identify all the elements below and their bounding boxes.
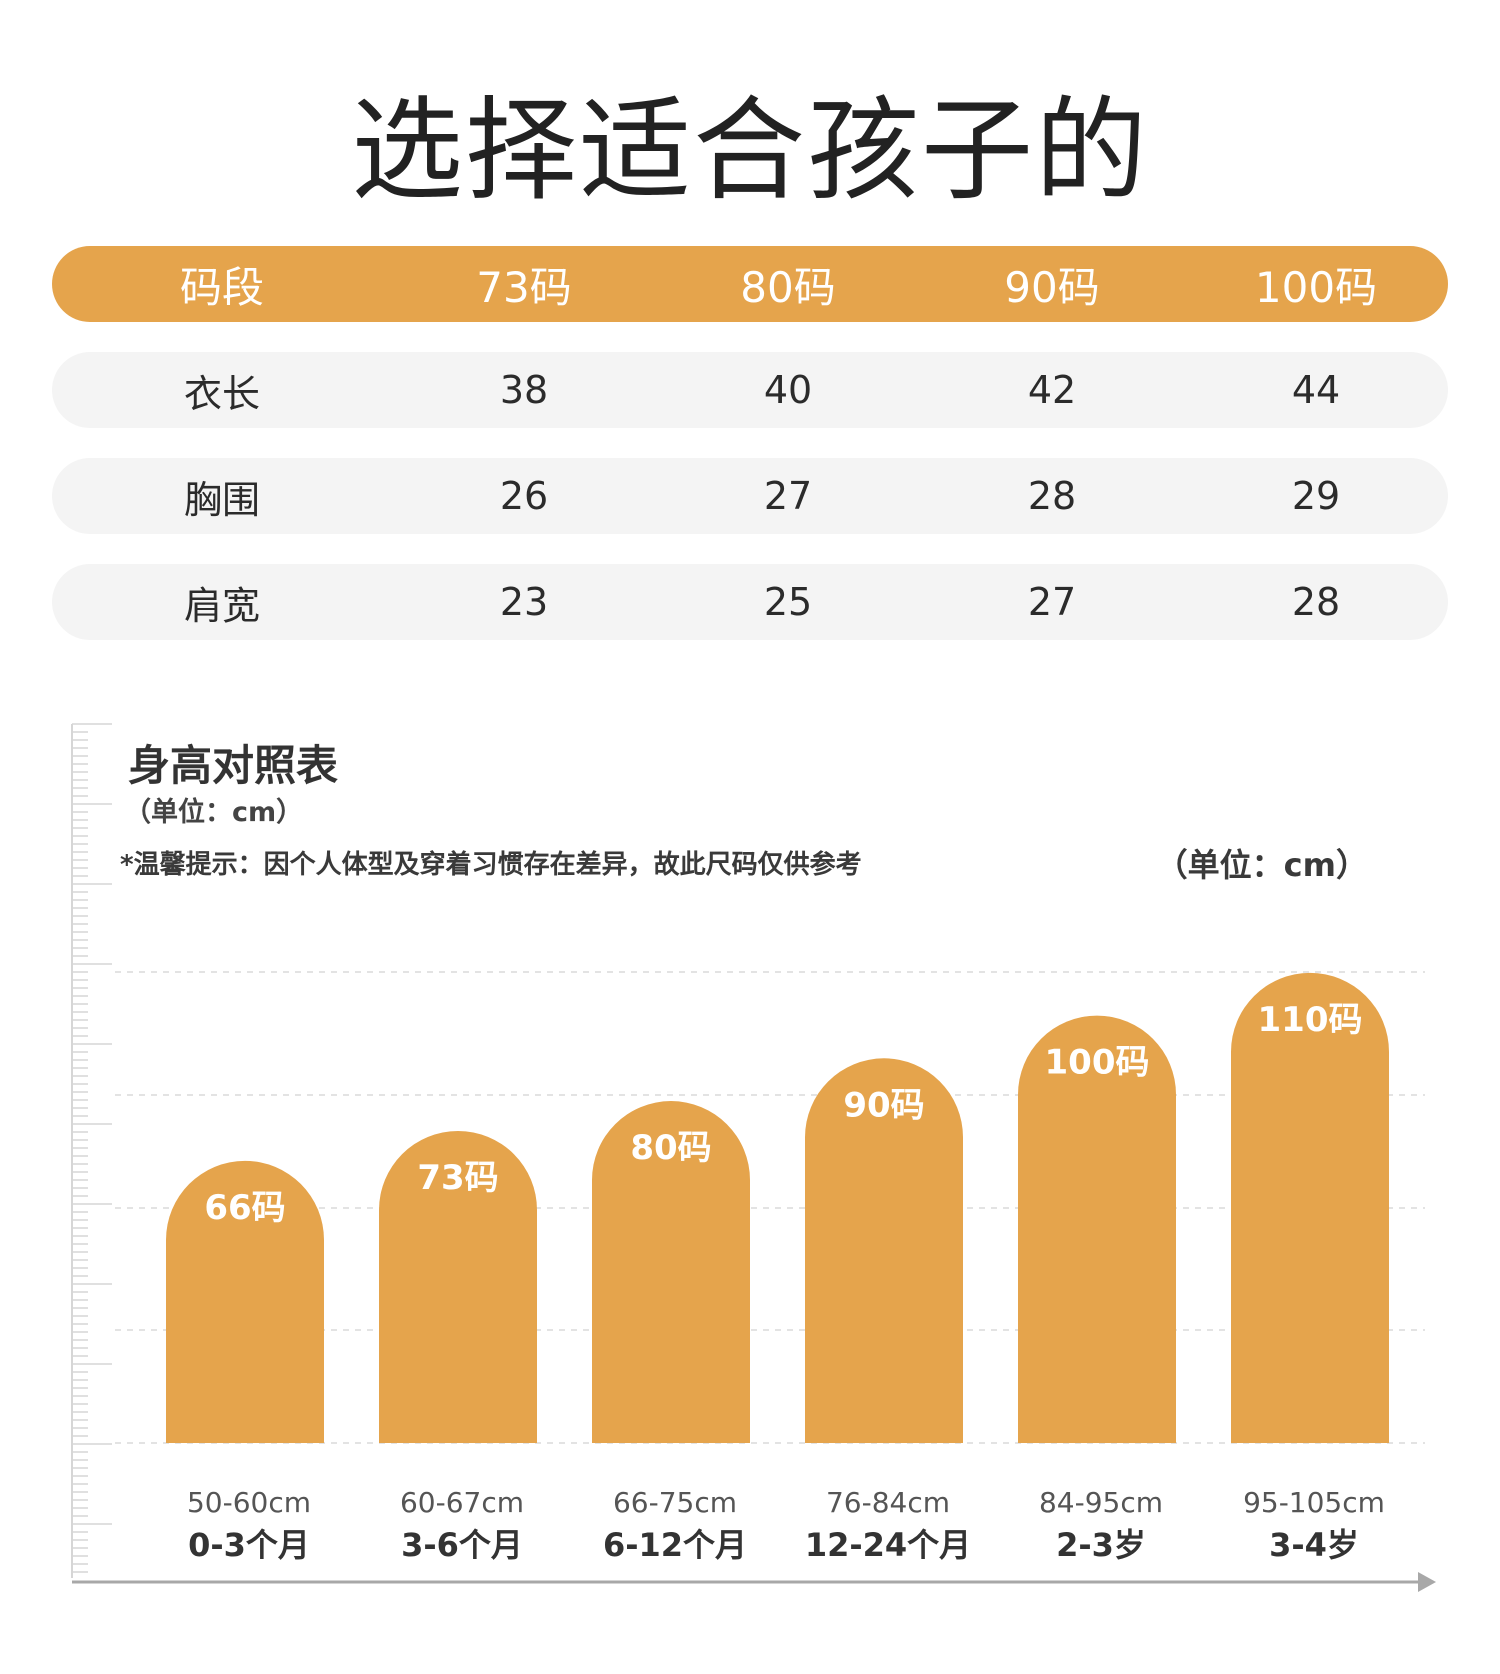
table-row: 胸围 26 27 28 29 [52, 458, 1448, 534]
header-cell: 90码 [1004, 262, 1100, 312]
table-cell: 23 [499, 580, 549, 624]
x-tick-age-range: 12-24个月 [805, 1526, 971, 1564]
table-cell: 26 [499, 474, 549, 518]
header-cell: 80码 [740, 262, 836, 312]
table-cell: 40 [763, 368, 813, 412]
table-cell: 27 [763, 474, 813, 518]
table-cell: 28 [1291, 580, 1341, 624]
bar-size-label: 110码 [1258, 1000, 1363, 1040]
bar-size-label: 66码 [204, 1188, 285, 1228]
x-tick-height-range: 76-84cm [826, 1486, 950, 1519]
bar [1231, 972, 1389, 1443]
x-tick-height-range: 50-60cm [187, 1486, 311, 1519]
table-cell: 42 [1027, 368, 1077, 412]
bar-size-label: 100码 [1045, 1043, 1150, 1083]
x-tick-age-range: 2-3岁 [1056, 1526, 1146, 1564]
x-tick-height-range: 66-75cm [613, 1486, 737, 1519]
x-tick-height-range: 95-105cm [1243, 1486, 1385, 1519]
header-cell: 100码 [1254, 262, 1378, 312]
table-cell: 38 [499, 368, 549, 412]
x-axis-arrow [1418, 1572, 1436, 1592]
header-cell: 码段 [179, 262, 264, 312]
x-tick-age-range: 3-4岁 [1269, 1526, 1359, 1564]
chart-unit-label: （单位：cm） [1155, 846, 1368, 884]
page-title: 选择适合孩子的 [0, 60, 1500, 222]
chart-note: *温馨提示：因个人体型及穿着习惯存在差异，故此尺码仅供参考 [120, 850, 862, 880]
x-tick-height-range: 60-67cm [400, 1486, 524, 1519]
row-label: 胸围 [183, 477, 260, 522]
bar [1018, 1015, 1176, 1443]
chart-unit-subtitle: （单位：cm） [124, 797, 304, 828]
table-row: 衣长 38 40 42 44 [52, 352, 1448, 428]
size-table-header: 码段 73码 80码 90码 100码 [52, 246, 1448, 322]
page-title-text: 选择适合孩子的 [351, 86, 1149, 216]
bar [805, 1058, 963, 1443]
bar [592, 1101, 750, 1443]
x-tick-age-range: 6-12个月 [603, 1526, 747, 1564]
bar-size-label: 90码 [843, 1085, 924, 1125]
bar-size-label: 73码 [417, 1158, 498, 1198]
bar-size-label: 80码 [630, 1128, 711, 1168]
header-cell: 73码 [476, 262, 572, 312]
row-label: 衣长 [183, 371, 260, 416]
chart-title: 身高对照表 [128, 741, 339, 790]
bar [379, 1130, 537, 1443]
table-cell: 25 [763, 580, 813, 624]
bar [166, 1160, 324, 1443]
table-cell: 27 [1027, 580, 1077, 624]
x-tick-age-range: 3-6个月 [401, 1526, 523, 1564]
table-row: 肩宽 23 25 27 28 [52, 564, 1448, 640]
row-label: 肩宽 [183, 583, 260, 628]
table-cell: 44 [1291, 368, 1341, 412]
x-tick-height-range: 84-95cm [1039, 1486, 1163, 1519]
x-tick-age-range: 0-3个月 [188, 1526, 310, 1564]
table-cell: 28 [1027, 474, 1077, 518]
table-cell: 29 [1291, 474, 1341, 518]
